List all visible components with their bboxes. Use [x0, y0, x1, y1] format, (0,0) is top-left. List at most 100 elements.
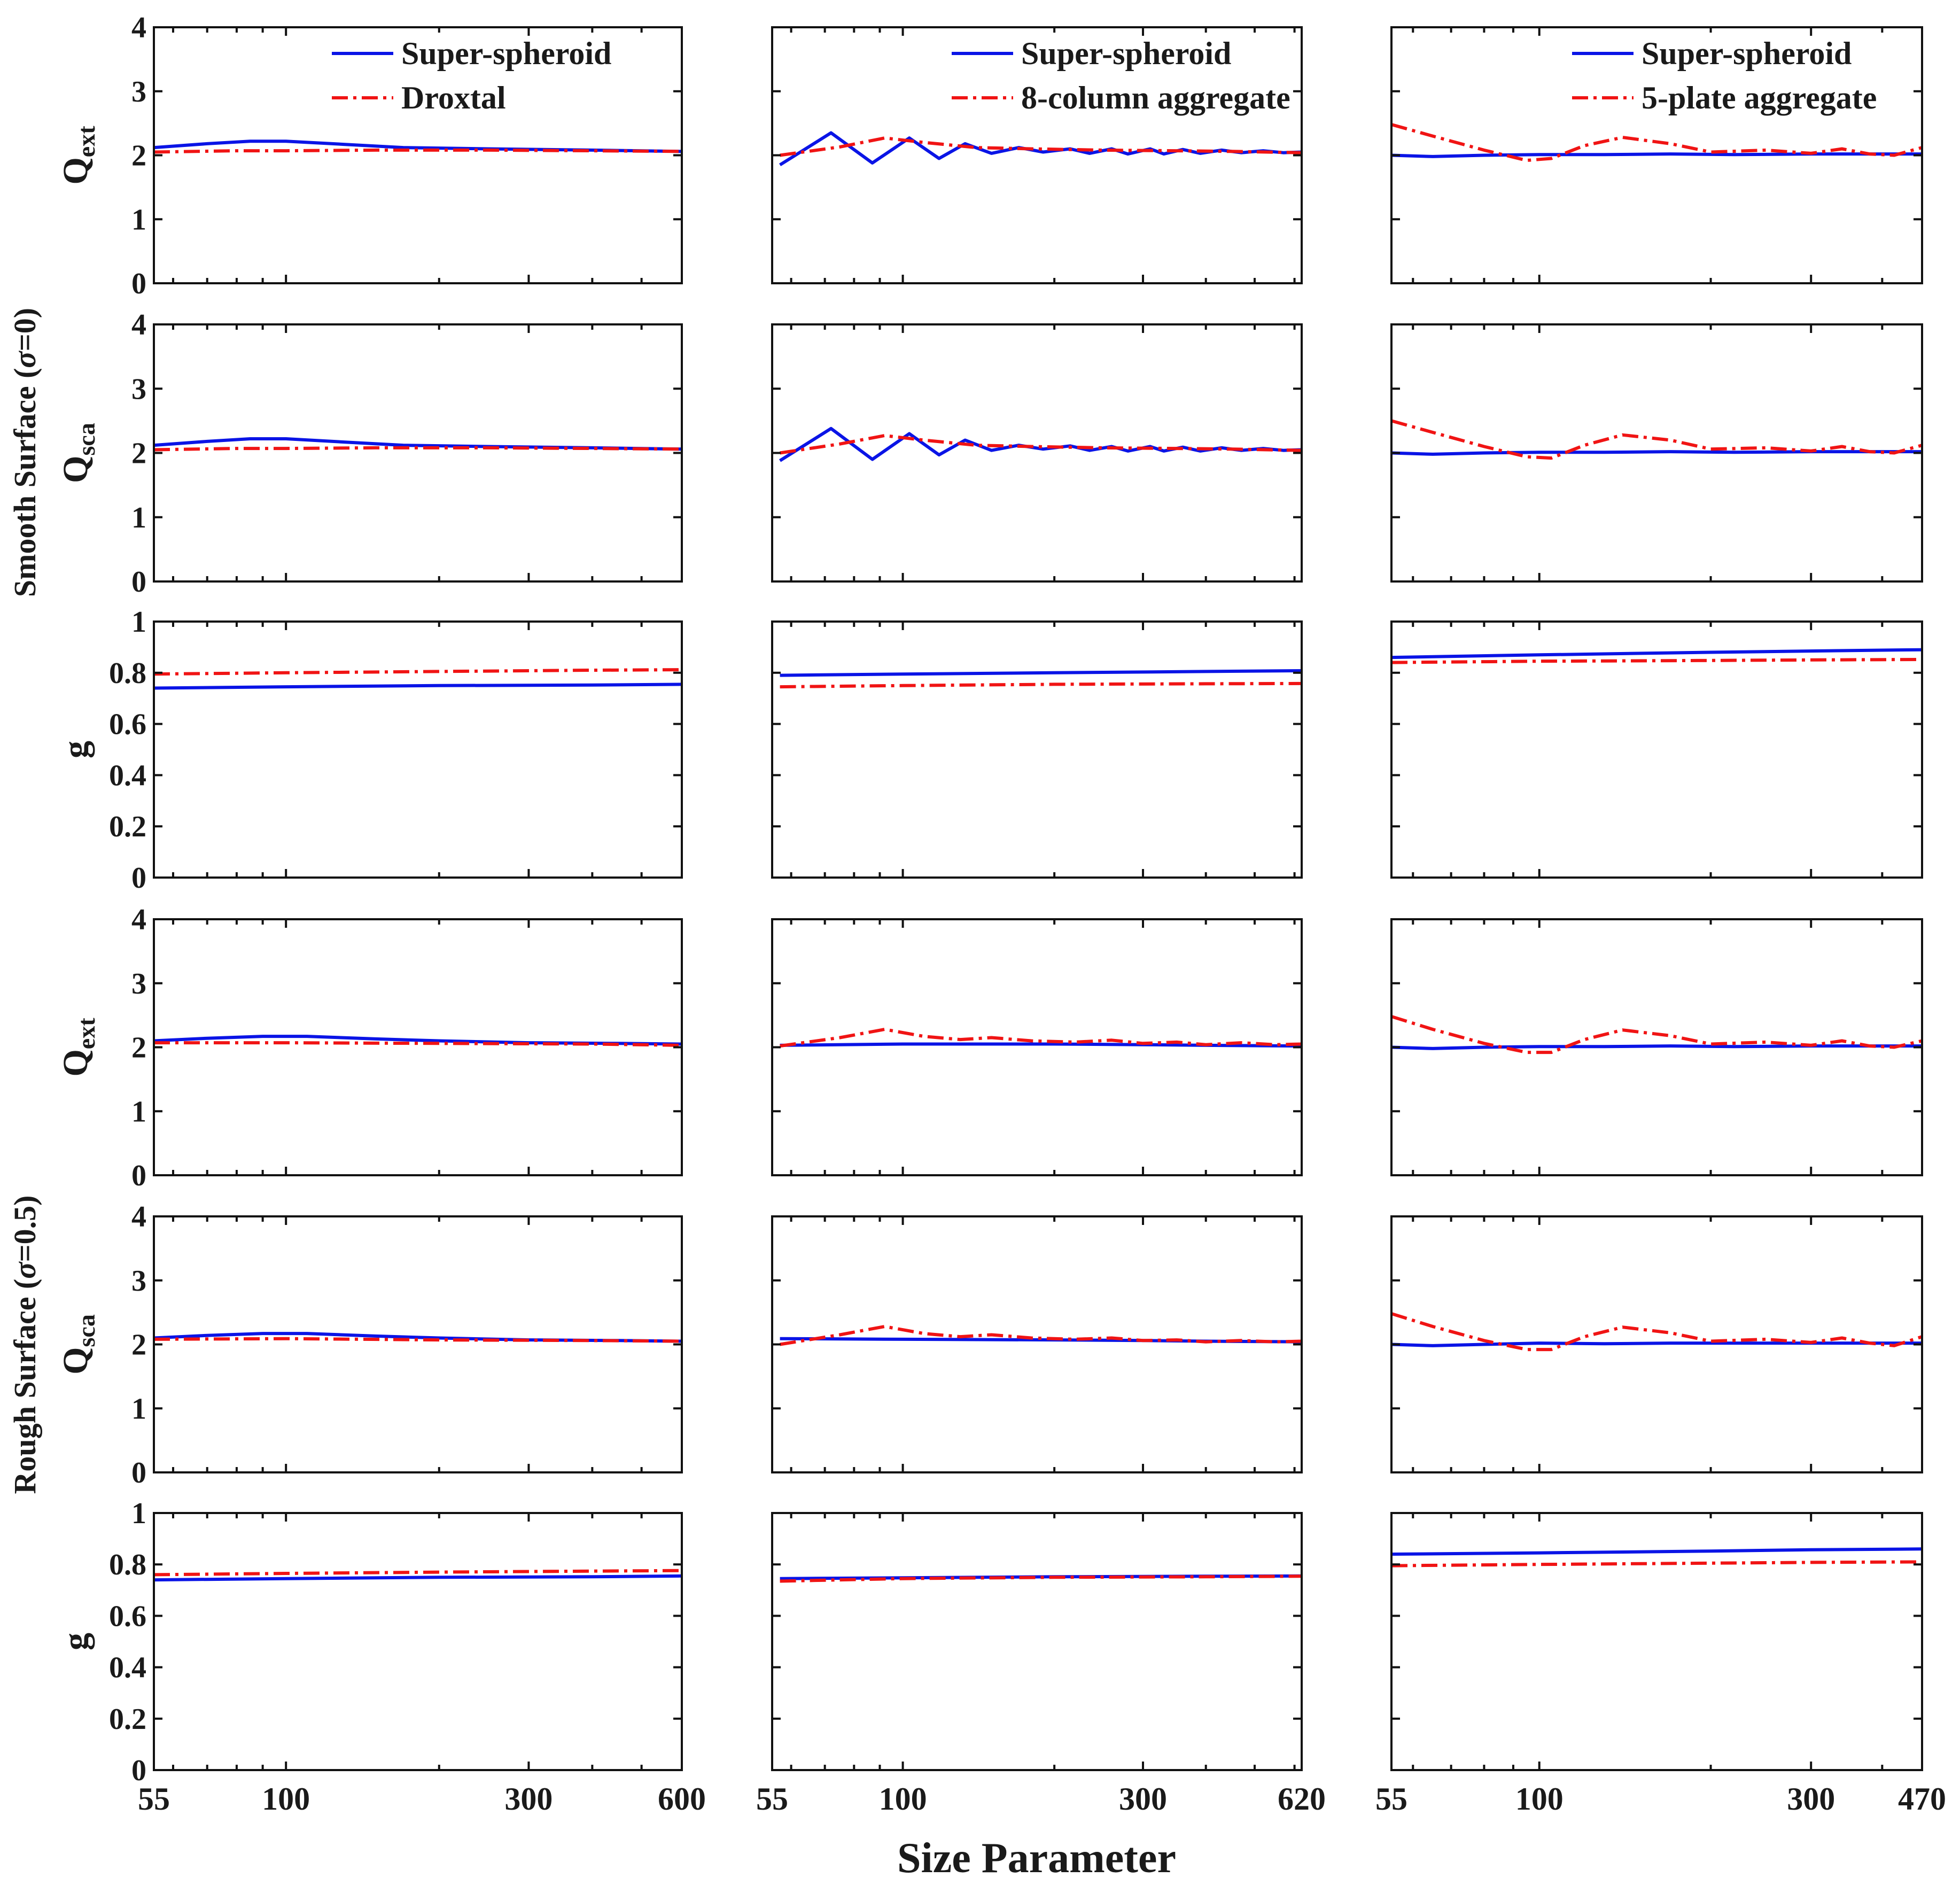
x-tick-label: 600 [658, 1781, 706, 1817]
legend-label: Droxtal [401, 80, 506, 115]
x-axis-label: Size Parameter [897, 1835, 1176, 1882]
panel-r5-c3 [1390, 1215, 1923, 1473]
series-comparison [1391, 1015, 1922, 1054]
y-tick-label: 1 [131, 1497, 146, 1530]
y-tick-label: 4 [131, 1200, 146, 1233]
x-tick-label: 55 [756, 1781, 788, 1817]
axes-frame [153, 323, 683, 583]
y-axis-label: Qsca [56, 423, 100, 483]
y-tick-label: 0 [131, 565, 146, 599]
panel-r2-c1: 0 1 2 3 4 [131, 308, 683, 599]
panel-r3-c2 [771, 620, 1303, 879]
y-tick-label: 0 [131, 267, 146, 300]
series-comparison [154, 1337, 682, 1343]
axes-frame [153, 1215, 683, 1473]
axes-frame [153, 1512, 683, 1771]
series-super-spheroid [1391, 648, 1922, 660]
panel-r4-c3 [1390, 918, 1923, 1176]
y-tick-label: 1 [131, 1392, 146, 1425]
x-tick-label: 55 [1375, 1781, 1407, 1817]
panel-r6-c1: 0 0.2 0.4 0.6 0.8 1 55 100 300 600 [109, 1497, 706, 1817]
x-tick-label: 100 [1515, 1781, 1564, 1817]
panel-r5-c2 [771, 1215, 1303, 1473]
y-tick-label: 1 [131, 203, 146, 236]
series-super-spheroid [1391, 1044, 1922, 1050]
y-axis-label: g [56, 1633, 95, 1650]
series-comparison [154, 148, 682, 154]
y-tick-label: 2 [131, 1329, 146, 1362]
series-comparison [780, 434, 1302, 455]
axes-frame [153, 620, 683, 879]
x-tick-label: 55 [138, 1781, 170, 1817]
series-super-spheroid [154, 437, 682, 451]
y-tick-label: 0.6 [109, 708, 146, 741]
axes-frame [153, 918, 683, 1176]
series-comparison [780, 1325, 1302, 1346]
y-tick-label: 4 [131, 903, 146, 936]
x-tick-label: 300 [1787, 1781, 1835, 1817]
y-tick-label: 2 [131, 437, 146, 470]
axes-frame [771, 1512, 1303, 1771]
x-tick-label: 470 [1898, 1781, 1946, 1817]
series-super-spheroid [1391, 1341, 1922, 1347]
y-tick-label: 0.4 [109, 1651, 146, 1685]
panel-r1-c3: Super-spheroid 5-plate aggregate [1390, 26, 1923, 284]
panel-r5-c1: 0 1 2 3 4 [131, 1200, 683, 1489]
legend-label: Super-spheroid [401, 36, 611, 71]
y-tick-label: 1 [131, 501, 146, 534]
axes-frame [1390, 620, 1923, 879]
panel-r3-c1: 0 0.2 0.4 0.6 0.8 1 [109, 606, 683, 895]
panel-r1-c1: 0 1 2 3 4 Super-spheroid Droxtal [131, 11, 683, 300]
series-comparison [780, 136, 1302, 157]
y-tick-label: 4 [131, 11, 146, 44]
axes-frame [771, 1215, 1303, 1473]
panel-r4-c1: 0 1 2 3 4 [131, 903, 683, 1192]
axes-frame [771, 323, 1303, 583]
series-comparison [1391, 1312, 1922, 1352]
y-tick-label: 3 [131, 75, 146, 108]
y-axis-label: Qext [56, 1018, 100, 1077]
series-super-spheroid [780, 1042, 1302, 1048]
series-super-spheroid [1391, 450, 1922, 456]
series-comparison [1391, 657, 1922, 664]
y-tick-label: 0.2 [109, 810, 146, 843]
x-tick-label: 100 [262, 1781, 310, 1817]
panel-r2-c2 [771, 323, 1303, 583]
y-tick-label: 0.4 [109, 759, 146, 792]
y-tick-label: 0.2 [109, 1703, 146, 1736]
series-super-spheroid [154, 1574, 682, 1582]
series-comparison [780, 1028, 1302, 1048]
y-tick-label: 3 [131, 1264, 146, 1298]
y-tick-label: 0.8 [109, 1548, 146, 1581]
y-axis-label: g [56, 741, 95, 758]
series-comparison [780, 1574, 1302, 1583]
panel-r2-c3 [1390, 323, 1923, 583]
axes-frame [771, 918, 1303, 1176]
rough-surface-title: Rough Surface (σ=0.5) [7, 1196, 42, 1494]
legend-label: Super-spheroid [1021, 36, 1231, 71]
x-tick-label: 300 [504, 1781, 553, 1817]
smooth-surface-title: Smooth Surface (σ=0) [7, 308, 42, 597]
series-comparison [1391, 123, 1922, 162]
series-super-spheroid [780, 1337, 1302, 1344]
y-tick-label: 1 [131, 1095, 146, 1128]
series-comparison [154, 1569, 682, 1577]
panel-r4-c2 [771, 918, 1303, 1176]
series-super-spheroid [780, 669, 1302, 677]
x-tick-label: 620 [1278, 1781, 1326, 1817]
y-tick-label: 0.8 [109, 657, 146, 690]
series-comparison [154, 668, 682, 676]
y-axis-label: Qsca [56, 1314, 100, 1375]
y-tick-label: 1 [131, 606, 146, 639]
y-tick-label: 4 [131, 308, 146, 342]
series-comparison [1391, 1560, 1922, 1568]
y-tick-label: 2 [131, 1031, 146, 1065]
series-comparison [1391, 419, 1922, 460]
y-tick-label: 0 [131, 1159, 146, 1192]
y-tick-label: 0 [131, 1754, 146, 1787]
y-tick-label: 0 [131, 862, 146, 895]
axes-frame [1390, 1512, 1923, 1771]
axes-frame [771, 620, 1303, 879]
y-tick-label: 3 [131, 967, 146, 1000]
